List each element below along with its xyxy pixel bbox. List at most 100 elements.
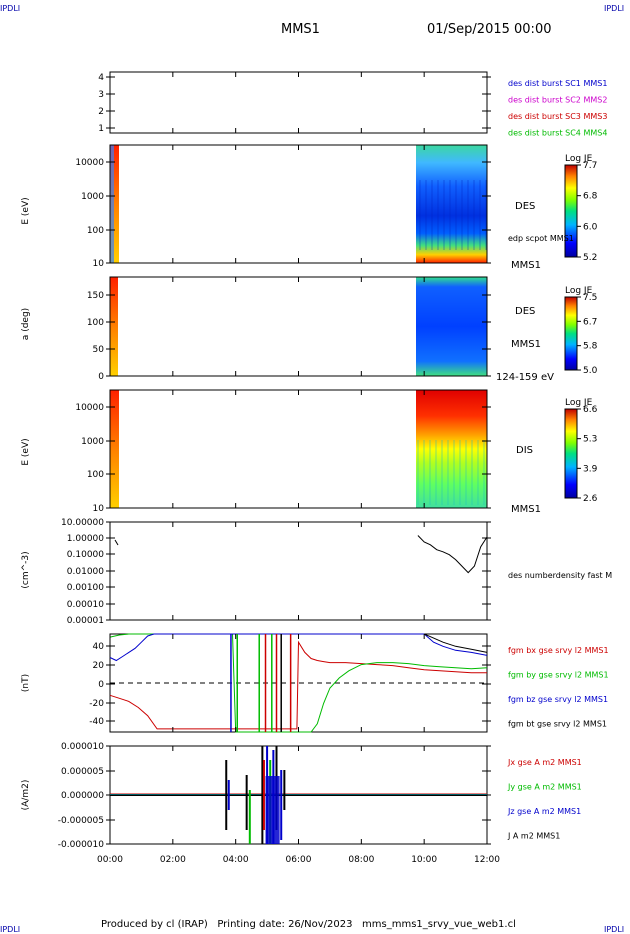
colorbar-title: Log JE <box>565 398 593 408</box>
y-axis-label: (nT) <box>21 674 31 692</box>
dis-energy-block <box>416 390 487 508</box>
x-tick-label: 00:00 <box>97 855 123 865</box>
des-pitch-left-strip <box>110 277 118 376</box>
density-start-mark <box>114 539 119 546</box>
y-axis-label: a (deg) <box>21 308 31 340</box>
colorbar-tick-label: 6.6 <box>583 405 598 415</box>
x-tick-label: 12:00 <box>474 855 500 865</box>
y-axis-label: (cm^-3) <box>21 551 31 588</box>
fgm-legend-entry: fgm bx gse srvy l2 MMS1 <box>508 646 609 655</box>
x-tick-label: 06:00 <box>286 855 312 865</box>
des-pitch-block <box>416 277 487 376</box>
y-tick-label: 0.01000 <box>67 567 104 577</box>
header-spacecraft: MMS1 <box>281 22 320 37</box>
y-tick-label: 1.00000 <box>67 534 104 544</box>
colorbar-tick-label: 7.7 <box>583 161 597 171</box>
colorbar-tick-label: 7.5 <box>583 293 597 303</box>
fgm-series-line <box>109 633 488 733</box>
x-tick-label: 04:00 <box>223 855 249 865</box>
y-tick-label: 40 <box>93 642 105 652</box>
y-tick-label: -20 <box>89 699 104 709</box>
corner-label-top-right: IPDLI <box>604 4 625 13</box>
y-tick-label: 0.00100 <box>67 583 104 593</box>
y-tick-label: 20 <box>93 661 105 671</box>
colorbar-tick-label: 5.3 <box>583 435 597 445</box>
energy-range-label: 124-159 eV <box>496 372 554 383</box>
header-date: 01/Sep/2015 00:00 <box>427 22 552 37</box>
corner-label-bottom-right: IPDLI <box>604 925 625 934</box>
edp-scpot-label: edp scpot MMS1 <box>508 234 574 243</box>
y-tick-label: 100 <box>87 226 104 236</box>
x-tick-label: 02:00 <box>160 855 186 865</box>
fgm-series-line <box>424 633 488 653</box>
y-tick-label: 2 <box>98 107 104 117</box>
y-axis-label: (A/m2) <box>21 780 31 811</box>
y-axis-label: E (eV) <box>21 438 31 465</box>
density-series-line <box>417 535 488 574</box>
des-energy-sc-label: MMS1 <box>511 260 541 271</box>
fgm-series-line <box>109 640 487 730</box>
fgm-legend-entry: fgm bt gse srvy l2 MMS1 <box>508 720 607 729</box>
colorbar-tick-label: 6.0 <box>583 222 598 232</box>
y-tick-label: 100 <box>87 470 104 480</box>
current-legend-entry: Jy gse A m2 MMS1 <box>507 783 582 792</box>
des-energy-label: DES <box>515 201 535 212</box>
corner-label-top-left: IPDLI <box>0 4 21 13</box>
config-legend-entry: des dist burst SC1 MMS1 <box>508 79 607 88</box>
y-tick-label: 0.00010 <box>67 600 104 610</box>
config-legend-entry: des dist burst SC3 MMS3 <box>508 112 607 121</box>
y-tick-label: 10 <box>93 504 105 514</box>
colorbar-tick-label: 5.8 <box>583 342 598 352</box>
y-tick-label: 0 <box>98 372 104 382</box>
des-energy-left-strip <box>110 145 119 263</box>
current-legend-entry: Jz gse A m2 MMS1 <box>507 807 581 816</box>
current-burst-block <box>265 776 280 844</box>
y-tick-label: 0.00001 <box>67 616 104 626</box>
y-axis-label: E (eV) <box>21 197 31 224</box>
panel-frame-1 <box>109 71 488 134</box>
y-tick-label: 1000 <box>81 192 104 202</box>
colorbar-tick-label: 6.8 <box>583 192 598 202</box>
footer-text: Produced by cl (IRAP) Printing date: 26/… <box>101 919 516 930</box>
colorbar <box>564 408 578 499</box>
colorbar <box>564 164 578 258</box>
fgm-legend-entry: fgm by gse srvy l2 MMS1 <box>508 671 609 680</box>
dis-energy-label: DIS <box>516 445 533 456</box>
des-pitch-sc-label: MMS1 <box>511 339 541 350</box>
y-tick-label: 100 <box>87 318 104 328</box>
des-energy-left-strip-blue <box>110 145 114 263</box>
y-tick-label: 10000 <box>75 158 104 168</box>
colorbar-title: Log JE <box>565 286 593 296</box>
des-energy-block <box>416 145 487 263</box>
density-series-label: des numberdensity fast M <box>508 571 612 580</box>
y-tick-label: 0.000000 <box>61 791 104 801</box>
y-tick-label: -40 <box>89 717 104 727</box>
current-legend-entry: J A m2 MMS1 <box>507 832 560 841</box>
fgm-series-line <box>109 633 488 662</box>
x-tick-label: 10:00 <box>411 855 437 865</box>
colorbar-tick-label: 6.7 <box>583 317 597 327</box>
y-tick-label: -0.000005 <box>58 816 104 826</box>
des-pitch-label: DES <box>515 306 535 317</box>
colorbar-tick-label: 5.2 <box>583 253 597 263</box>
y-tick-label: 0 <box>98 680 104 690</box>
panel-frame-5 <box>109 521 488 621</box>
corner-label-bottom-left: IPDLI <box>0 925 21 934</box>
y-tick-label: 0.000010 <box>61 742 104 752</box>
dis-energy-sc-label: MMS1 <box>511 504 541 515</box>
y-tick-label: 0.10000 <box>67 550 104 560</box>
y-tick-label: 10.00000 <box>61 518 104 528</box>
colorbar-tick-label: 5.0 <box>583 366 598 376</box>
current-legend-entry: Jx gse A m2 MMS1 <box>507 758 582 767</box>
config-legend-entry: des dist burst SC4 MMS4 <box>508 129 607 138</box>
y-tick-label: 4 <box>98 73 104 83</box>
y-tick-label: 10000 <box>75 403 104 413</box>
config-legend-entry: des dist burst SC2 MMS2 <box>508 96 607 105</box>
colorbar-tick-label: 2.6 <box>583 494 598 504</box>
y-tick-label: 1 <box>98 124 104 134</box>
fgm-legend-entry: fgm bz gse srvy l2 MMS1 <box>508 695 608 704</box>
y-tick-label: -0.000010 <box>58 840 104 850</box>
dis-energy-left-strip <box>110 390 119 508</box>
